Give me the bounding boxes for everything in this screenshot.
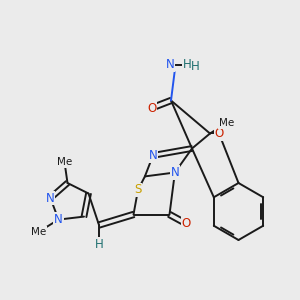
Text: S: S	[134, 183, 142, 196]
Text: H: H	[191, 59, 200, 73]
Text: O: O	[214, 127, 224, 140]
Text: O: O	[182, 217, 190, 230]
Text: O: O	[147, 101, 156, 115]
Text: N: N	[46, 191, 55, 205]
Text: N: N	[170, 166, 179, 179]
Text: H: H	[183, 58, 192, 71]
Text: N: N	[148, 149, 158, 162]
Text: Me: Me	[219, 118, 234, 128]
Text: Me: Me	[57, 157, 72, 167]
Text: Me: Me	[32, 226, 46, 237]
Text: N: N	[166, 58, 175, 71]
Text: H: H	[94, 238, 103, 251]
Text: N: N	[54, 213, 63, 226]
